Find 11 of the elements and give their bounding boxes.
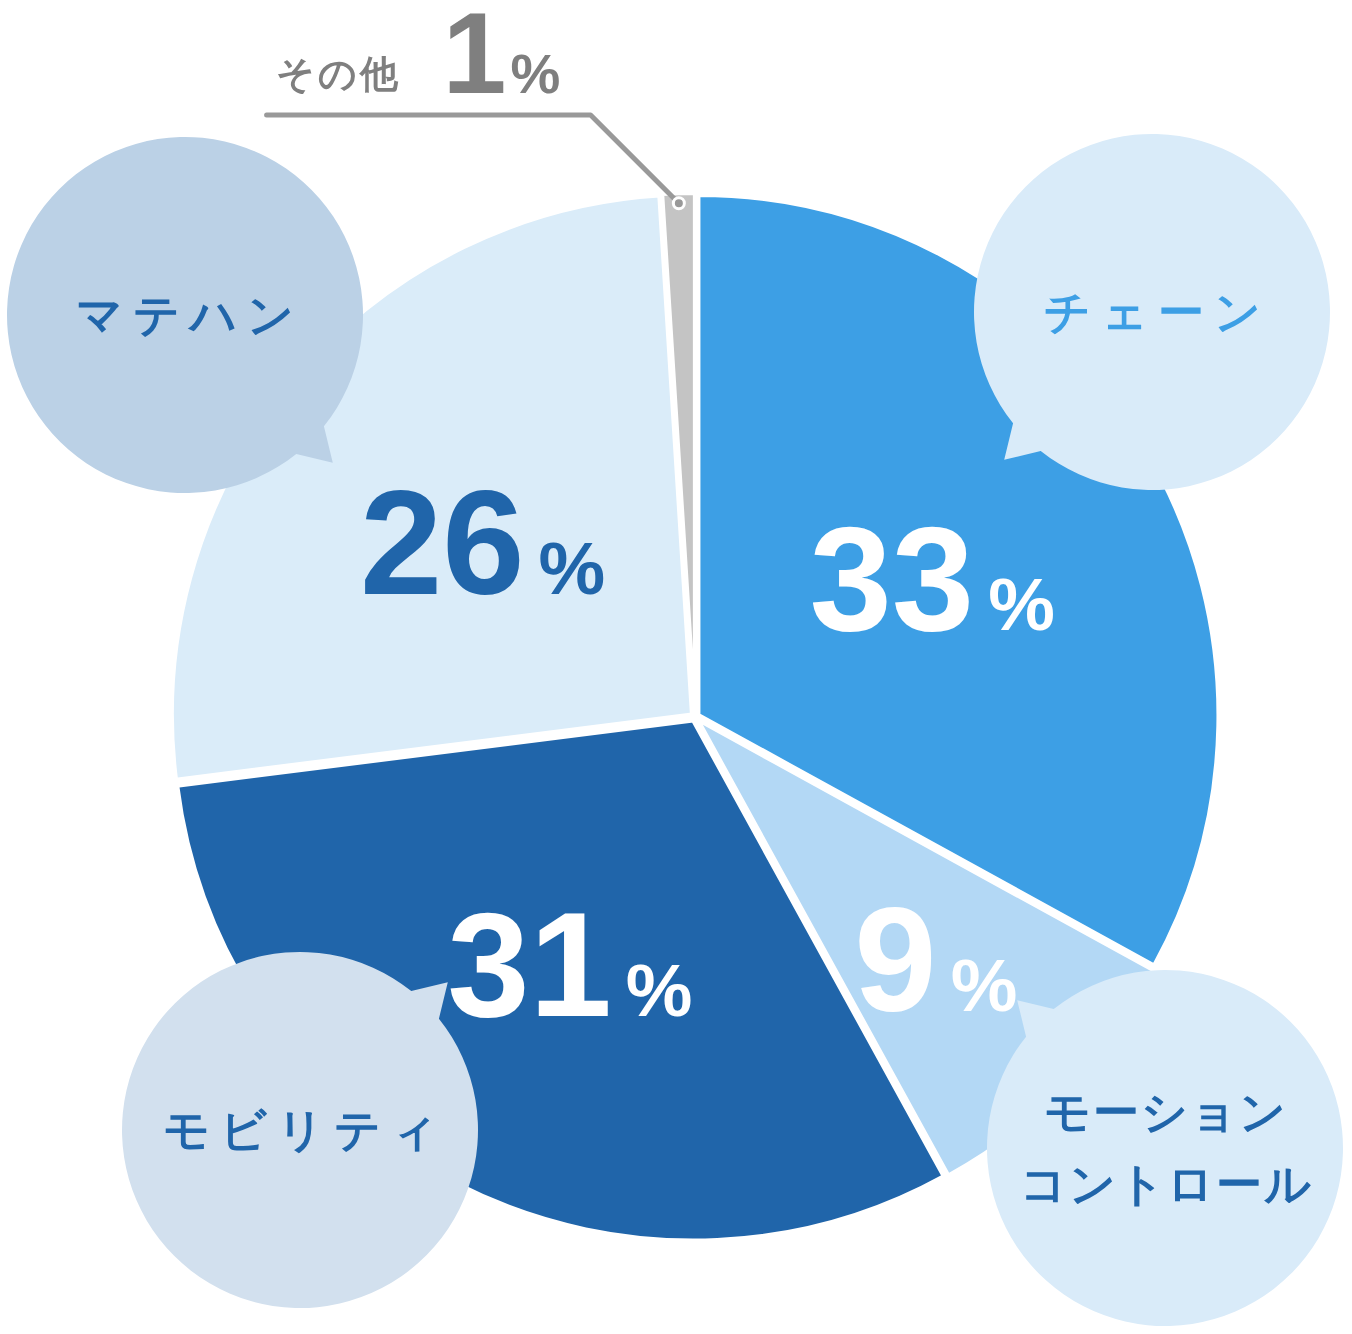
slice-label: コントロール — [1019, 1157, 1313, 1211]
data-label: 26% — [360, 460, 606, 626]
data-label: 31% — [447, 881, 693, 1047]
slice-label: モビリティ — [162, 1103, 448, 1157]
slice-label: モーション — [1044, 1085, 1288, 1139]
slice-label: マテハン — [76, 288, 304, 342]
data-label: 33% — [809, 495, 1055, 661]
slice-label: チェーン — [1043, 285, 1271, 339]
data-label: 9% — [854, 876, 1018, 1042]
slice-label: その他 — [275, 52, 401, 96]
data-label: 1% — [442, 0, 561, 117]
